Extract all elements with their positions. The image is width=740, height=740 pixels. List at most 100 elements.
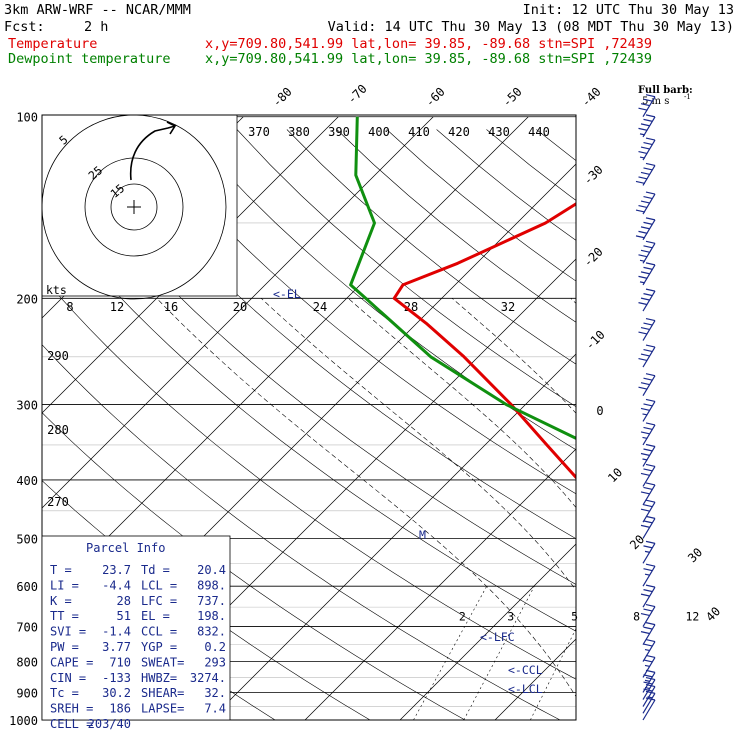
barb-flag (643, 221, 653, 225)
dry-adiabat (186, 129, 576, 451)
wind-barb (640, 603, 656, 627)
dry-adiabat (586, 130, 740, 733)
pressure-tick-label: 300 (16, 399, 38, 413)
barb-half-flag (644, 679, 651, 682)
mixing-ratio-line (530, 627, 576, 720)
barb-staff (642, 264, 656, 286)
barb-staff (642, 219, 656, 241)
isotherm-label: 30 (685, 545, 705, 565)
barb-flag (645, 422, 656, 426)
barb-staff (642, 446, 656, 467)
barb-flag (638, 357, 648, 362)
barb-staff (642, 672, 656, 693)
isotherm-label: -50 (500, 85, 525, 110)
barb-flag (638, 151, 648, 155)
parcel-row-value-right: 293 (204, 655, 226, 669)
wind-barb (638, 262, 656, 286)
isotherm-label: -30 (581, 163, 606, 188)
dry-adiabat (336, 129, 576, 323)
barb-staff (642, 466, 656, 487)
parcel-row-value-left: -1.4 (102, 625, 131, 639)
parcel-row-value-left: 30.2 (102, 686, 131, 700)
barb-flag (643, 545, 653, 549)
barb-flag (638, 386, 648, 390)
parcel-row-value-left: 51 (117, 609, 131, 623)
barb-flag (643, 322, 653, 326)
wind-barb (640, 482, 656, 506)
dry-adiabat (87, 129, 576, 540)
barb-staff (642, 693, 656, 714)
barb-flag (643, 643, 653, 647)
moist-adiabat (570, 298, 576, 304)
wind-barb (635, 217, 656, 241)
parcel-row-value-left: 28 (117, 594, 131, 608)
mixing-ratio-label: 3 (507, 610, 514, 624)
barb-flag (638, 176, 648, 180)
barb-staff (642, 290, 656, 312)
barb-staff (642, 424, 656, 446)
parcel-row-label-left: Tc = (50, 686, 79, 700)
parcel-row-value-right: 3274. (190, 671, 226, 685)
barb-half-flag (642, 413, 648, 416)
level-annotation: M (419, 528, 426, 542)
barb-flag (643, 195, 653, 200)
theta-label: 410 (408, 125, 430, 139)
parcel-row-label-left: SREH = (50, 702, 93, 716)
wind-barb (642, 697, 656, 721)
dry-adiabat (42, 206, 576, 632)
hodo-ring (110, 183, 158, 231)
barb-half-flag (644, 573, 651, 576)
barb-flag (645, 94, 656, 98)
parcel-row-value-right: 7.4 (204, 702, 226, 716)
barb-staff (642, 484, 656, 506)
dry-adiabat (42, 275, 576, 680)
barb-flag (645, 603, 656, 608)
parcel-row-value-left: 23.7 (102, 563, 131, 577)
barb-flag (645, 540, 656, 544)
isotherm (304, 448, 576, 720)
barb-flag (643, 142, 653, 146)
isotherm-label: 10 (605, 465, 625, 485)
isotherm (209, 353, 576, 720)
dry-adiabat (486, 129, 576, 201)
hodo-speed-label: 12 (110, 300, 124, 314)
isotherm (42, 116, 529, 604)
barb-staff (642, 165, 656, 186)
barb-flag (643, 167, 653, 171)
isotherm (42, 116, 434, 509)
parcel-row-value-right: 20.4 (197, 563, 226, 577)
barb-half-flag (644, 648, 651, 652)
isotherm (685, 117, 740, 720)
barb-staff (642, 565, 656, 587)
parcel-row-label-left: PW = (50, 640, 79, 654)
barb-flag (645, 463, 656, 467)
barb-flag (645, 638, 656, 643)
hodograph-trace (129, 121, 177, 181)
barb-staff (642, 686, 656, 707)
barb-flag (645, 114, 656, 118)
dry-adiabat (42, 344, 561, 720)
hodo-speed-label: 20 (233, 300, 247, 314)
wind-barb (640, 622, 656, 645)
barb-flag (643, 504, 653, 508)
isotherm-label: 40 (703, 604, 723, 624)
mixing-ratio-label: 5 (571, 610, 578, 624)
isotherm-label: -80 (270, 85, 295, 110)
forecast-hour: 2 h (84, 19, 108, 35)
parcel-row-value-right: 737. (197, 594, 226, 608)
parcel-row-label-right: EL = (141, 609, 170, 623)
wind-barb (638, 317, 656, 341)
barb-flag (645, 191, 656, 195)
wind-barb (638, 114, 656, 138)
pressure-tick-label: 500 (16, 532, 38, 546)
isotherm-label: 20 (627, 532, 647, 552)
parcel-row-label-right: Td = (141, 563, 170, 577)
hodo-units: kts (46, 283, 67, 297)
moist-adiabat (451, 298, 576, 414)
barb-staff (642, 346, 656, 368)
barb-flag (640, 103, 651, 107)
barb-staff (642, 96, 656, 118)
wind-barb (638, 137, 656, 161)
pressure-tick-label: 1000 (9, 714, 38, 728)
barb-flag (643, 626, 653, 630)
